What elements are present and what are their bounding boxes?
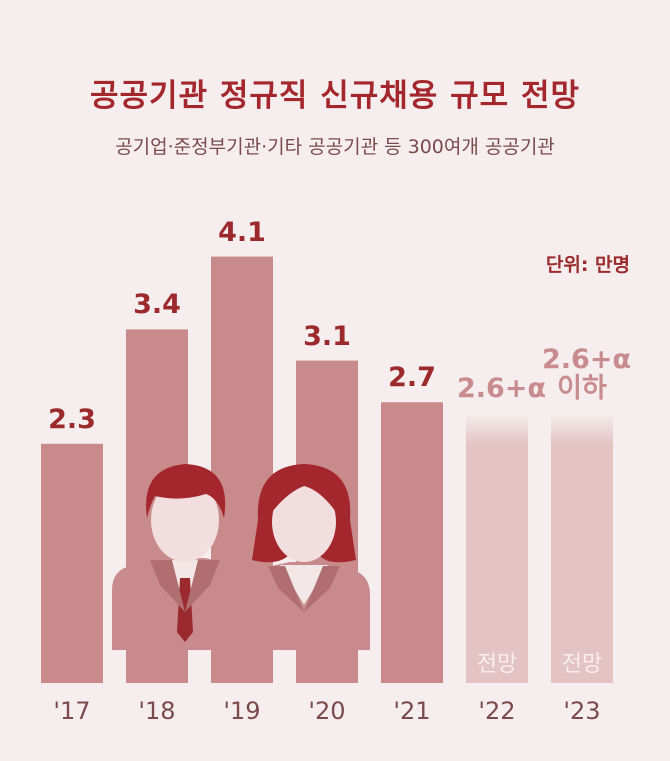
value-label: 2.7: [388, 362, 436, 394]
unit-label: 단위: 만명: [545, 254, 630, 276]
man-face: [151, 478, 219, 562]
woman-fringe: [272, 476, 336, 512]
x-tick-label: '20: [308, 697, 346, 725]
value-label: 3.4: [133, 289, 181, 321]
woman-lapel: [268, 566, 340, 612]
woman-shirt: [280, 565, 328, 605]
bar: [466, 412, 528, 683]
x-tick-label: '17: [53, 697, 91, 725]
man-lapel: [150, 560, 220, 612]
chart-title: 공공기관 정규직 신규채용 규모 전망: [90, 78, 580, 114]
chart-subtitle: 공기업·준정부기관·기타 공공기관 등 300여개 공공기관: [115, 136, 555, 158]
bar: [551, 412, 613, 683]
value-label: 3.1: [303, 320, 351, 352]
x-tick-label: '21: [393, 697, 431, 725]
woman-body: [238, 562, 370, 650]
x-tick-label: '22: [478, 697, 516, 725]
x-tick-label: '18: [138, 697, 176, 725]
x-tick-label: '23: [563, 697, 601, 725]
man-hair: [146, 464, 226, 518]
people-illustration: [112, 464, 370, 650]
man-tie: [177, 578, 193, 642]
value-label: 2.3: [48, 403, 96, 435]
bar: [381, 402, 443, 683]
x-tick-label: '19: [223, 697, 261, 725]
bar: [41, 443, 103, 683]
value-label: 2.6+α: [457, 372, 547, 404]
value-label: 2.6+α 이하: [542, 343, 632, 404]
woman-face: [272, 482, 336, 562]
forecast-label: 전망: [476, 652, 518, 677]
value-label: 4.1: [218, 216, 266, 248]
forecast-label: 전망: [561, 652, 603, 677]
